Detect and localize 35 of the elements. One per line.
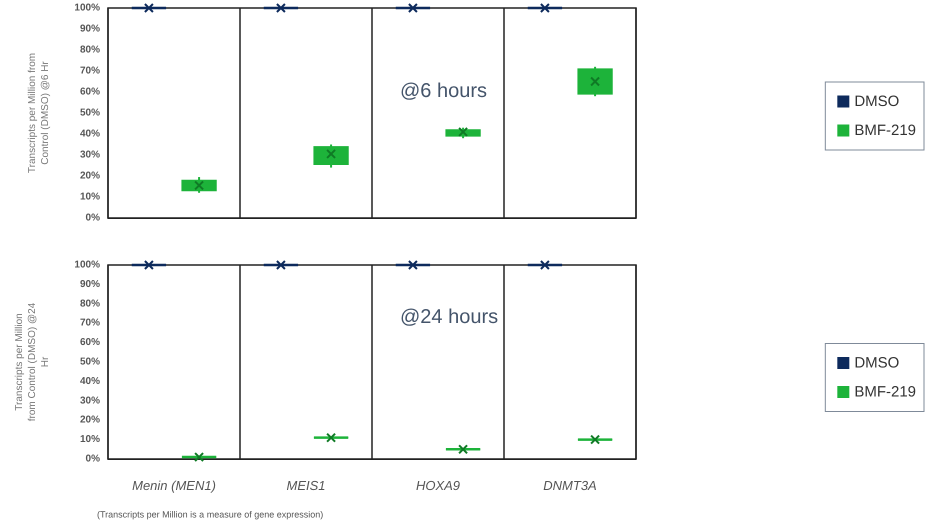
text: @6 hours: [400, 80, 488, 102]
y-axis-title: Transcripts per Million from Control (DMSO) @6 Hr: [27, 52, 51, 174]
x-tick-label: MEIS1: [286, 478, 326, 493]
y-tick-label: 0%: [86, 454, 100, 464]
x-tick-label: Menin (MEN1): [132, 478, 216, 493]
y-tick-label: 20%: [80, 414, 100, 426]
y-tick-label: 70%: [80, 318, 100, 329]
legend-label: BMF-219: [854, 122, 916, 139]
x-tick-label: HOXA9: [416, 478, 460, 493]
y-tick-label: 100%: [74, 260, 100, 270]
y-tick-label: 90%: [80, 24, 100, 34]
y-tick-label: 0%: [86, 212, 100, 224]
y-tick-label: 40%: [80, 128, 100, 140]
legend-label: BMF-219: [854, 384, 916, 400]
text: (Transcripts per Million is a measure of gene expression): [97, 510, 324, 520]
y-tick-label: 70%: [80, 66, 100, 76]
y-tick-label: 80%: [80, 298, 100, 310]
y-tick-label: 90%: [80, 278, 100, 290]
y-tick-label: 50%: [80, 356, 100, 368]
y-tick-label: 50%: [80, 108, 100, 118]
x-tick-label: DNMT3A: [543, 478, 597, 493]
y-tick-label: 60%: [80, 337, 100, 348]
y-tick-label: 80%: [80, 44, 100, 56]
y-tick-label: 10%: [80, 434, 100, 446]
legend-label: DMSO: [854, 354, 900, 372]
y-tick-label: 100%: [74, 2, 100, 14]
y-tick-label: 20%: [80, 170, 100, 182]
y-tick-label: 10%: [80, 192, 100, 202]
legend-label: DMSO: [854, 93, 900, 110]
y-tick-label: 40%: [80, 376, 100, 387]
y-tick-label: 30%: [80, 150, 100, 160]
y-tick-label: 60%: [80, 86, 100, 98]
text: @24 hours: [400, 306, 498, 328]
y-tick-label: 30%: [80, 395, 100, 406]
y-axis-title: Transcripts per Million from Control (DMSO) @24 Hr: [14, 302, 51, 422]
